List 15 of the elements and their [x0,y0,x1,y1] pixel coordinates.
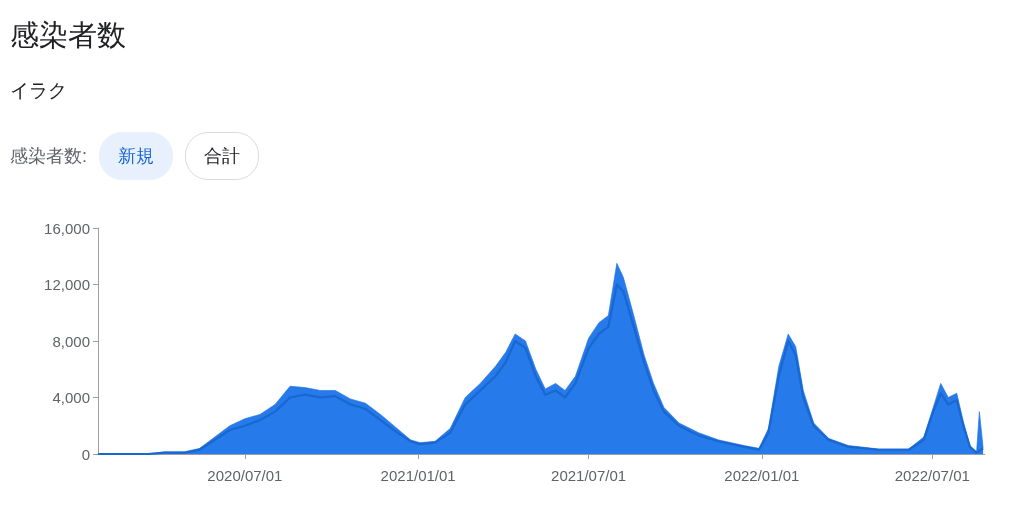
y-tick-label: 4,000 [52,389,90,406]
y-tick-label: 16,000 [44,219,90,237]
x-tick-label: 2020/07/01 [207,467,283,484]
y-tick-label: 0 [81,445,90,463]
x-tick-label: 2021/01/01 [380,467,456,484]
x-tick-label: 2021/07/01 [551,467,627,484]
chart-title: 感染者数 [10,18,126,53]
x-tick-label: 2022/01/01 [724,467,800,484]
x-tick-label: 2022/07/01 [894,467,970,484]
y-tick-label: 12,000 [44,276,90,293]
text: 新規 [99,132,174,180]
y-tick-label: 8,000 [52,332,90,350]
text: 合計 [185,132,260,180]
text: 感染者数: [10,145,88,168]
chart-subtitle: イラク [10,79,67,103]
